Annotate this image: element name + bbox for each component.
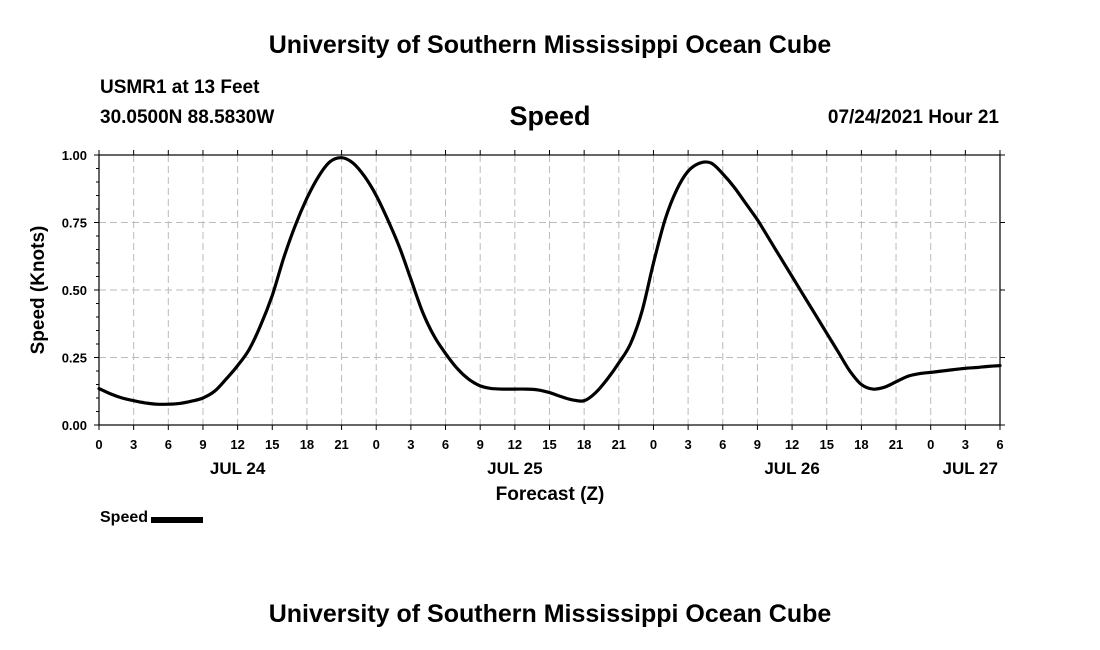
grid-lines: [99, 155, 1000, 425]
x-tick-label: 9: [477, 437, 484, 452]
day-labels: JUL 24 JUL 25 JUL 26 JUL 27: [210, 459, 998, 478]
legend-label: Speed: [100, 509, 149, 526]
x-tick-label: 3: [962, 437, 969, 452]
x-tick-label: 0: [650, 437, 657, 452]
x-tick-labels: 0 3 6 9 12 15 18 21 0 3 6 9 12 15 18 21 0 3 6 9 12 15 18 21 0 3 6: [95, 437, 1003, 452]
x-tick-label: 0: [95, 437, 102, 452]
legend-swatch: [151, 516, 204, 523]
speed-series-line: [97, 156, 1002, 406]
station-label: USMR1 at 13 Feet: [100, 77, 260, 98]
x-tick-label: 18: [300, 437, 314, 452]
coordinates-label: 30.0500N 88.5830W: [100, 107, 275, 128]
chart-title: University of Southern Mississippi Ocean…: [268, 31, 832, 59]
plot-frame: [98, 154, 1001, 426]
legend: Speed: [100, 509, 204, 527]
y-tick-label: 1.00: [62, 148, 87, 163]
x-tick-label: 6: [719, 437, 726, 452]
day-label: JUL 27: [943, 459, 998, 478]
y-tick-label: 0.00: [62, 418, 87, 433]
x-tick-label: 0: [927, 437, 934, 452]
y-tick-label: 0.50: [62, 283, 87, 298]
x-tick-label: 15: [542, 437, 556, 452]
variable-title: Speed: [509, 101, 591, 131]
day-label: JUL 26: [764, 459, 819, 478]
x-tick-label: 12: [785, 437, 799, 452]
x-tick-label: 18: [854, 437, 868, 452]
x-tick-label: 12: [508, 437, 522, 452]
axis-ticks: [94, 150, 1005, 430]
x-tick-label: 6: [996, 437, 1003, 452]
day-label: JUL 25: [487, 459, 542, 478]
y-axis-label: Speed (Knots): [28, 226, 49, 355]
x-tick-label: 6: [165, 437, 172, 452]
x-tick-label: 18: [577, 437, 591, 452]
datetime-label: 07/24/2021 Hour 21: [827, 107, 999, 128]
footer-title: University of Southern Mississippi Ocean…: [268, 600, 832, 628]
x-tick-label: 15: [819, 437, 833, 452]
x-tick-label: 3: [130, 437, 137, 452]
x-tick-label: 21: [334, 437, 348, 452]
x-tick-label: 3: [684, 437, 691, 452]
x-tick-label: 6: [442, 437, 449, 452]
x-tick-label: 0: [373, 437, 380, 452]
x-tick-label: 12: [230, 437, 244, 452]
x-tick-label: 15: [265, 437, 279, 452]
day-label: JUL 24: [210, 459, 266, 478]
x-tick-label: 9: [754, 437, 761, 452]
y-tick-label: 0.75: [62, 216, 87, 231]
x-tick-label: 21: [889, 437, 903, 452]
x-tick-label: 9: [199, 437, 206, 452]
x-tick-label: 21: [612, 437, 626, 452]
y-tick-label: 0.25: [62, 351, 87, 366]
x-axis-label: Forecast (Z): [496, 484, 605, 505]
x-tick-label: 3: [407, 437, 414, 452]
y-tick-labels: 0.00 0.25 0.50 0.75 1.00: [62, 148, 87, 433]
